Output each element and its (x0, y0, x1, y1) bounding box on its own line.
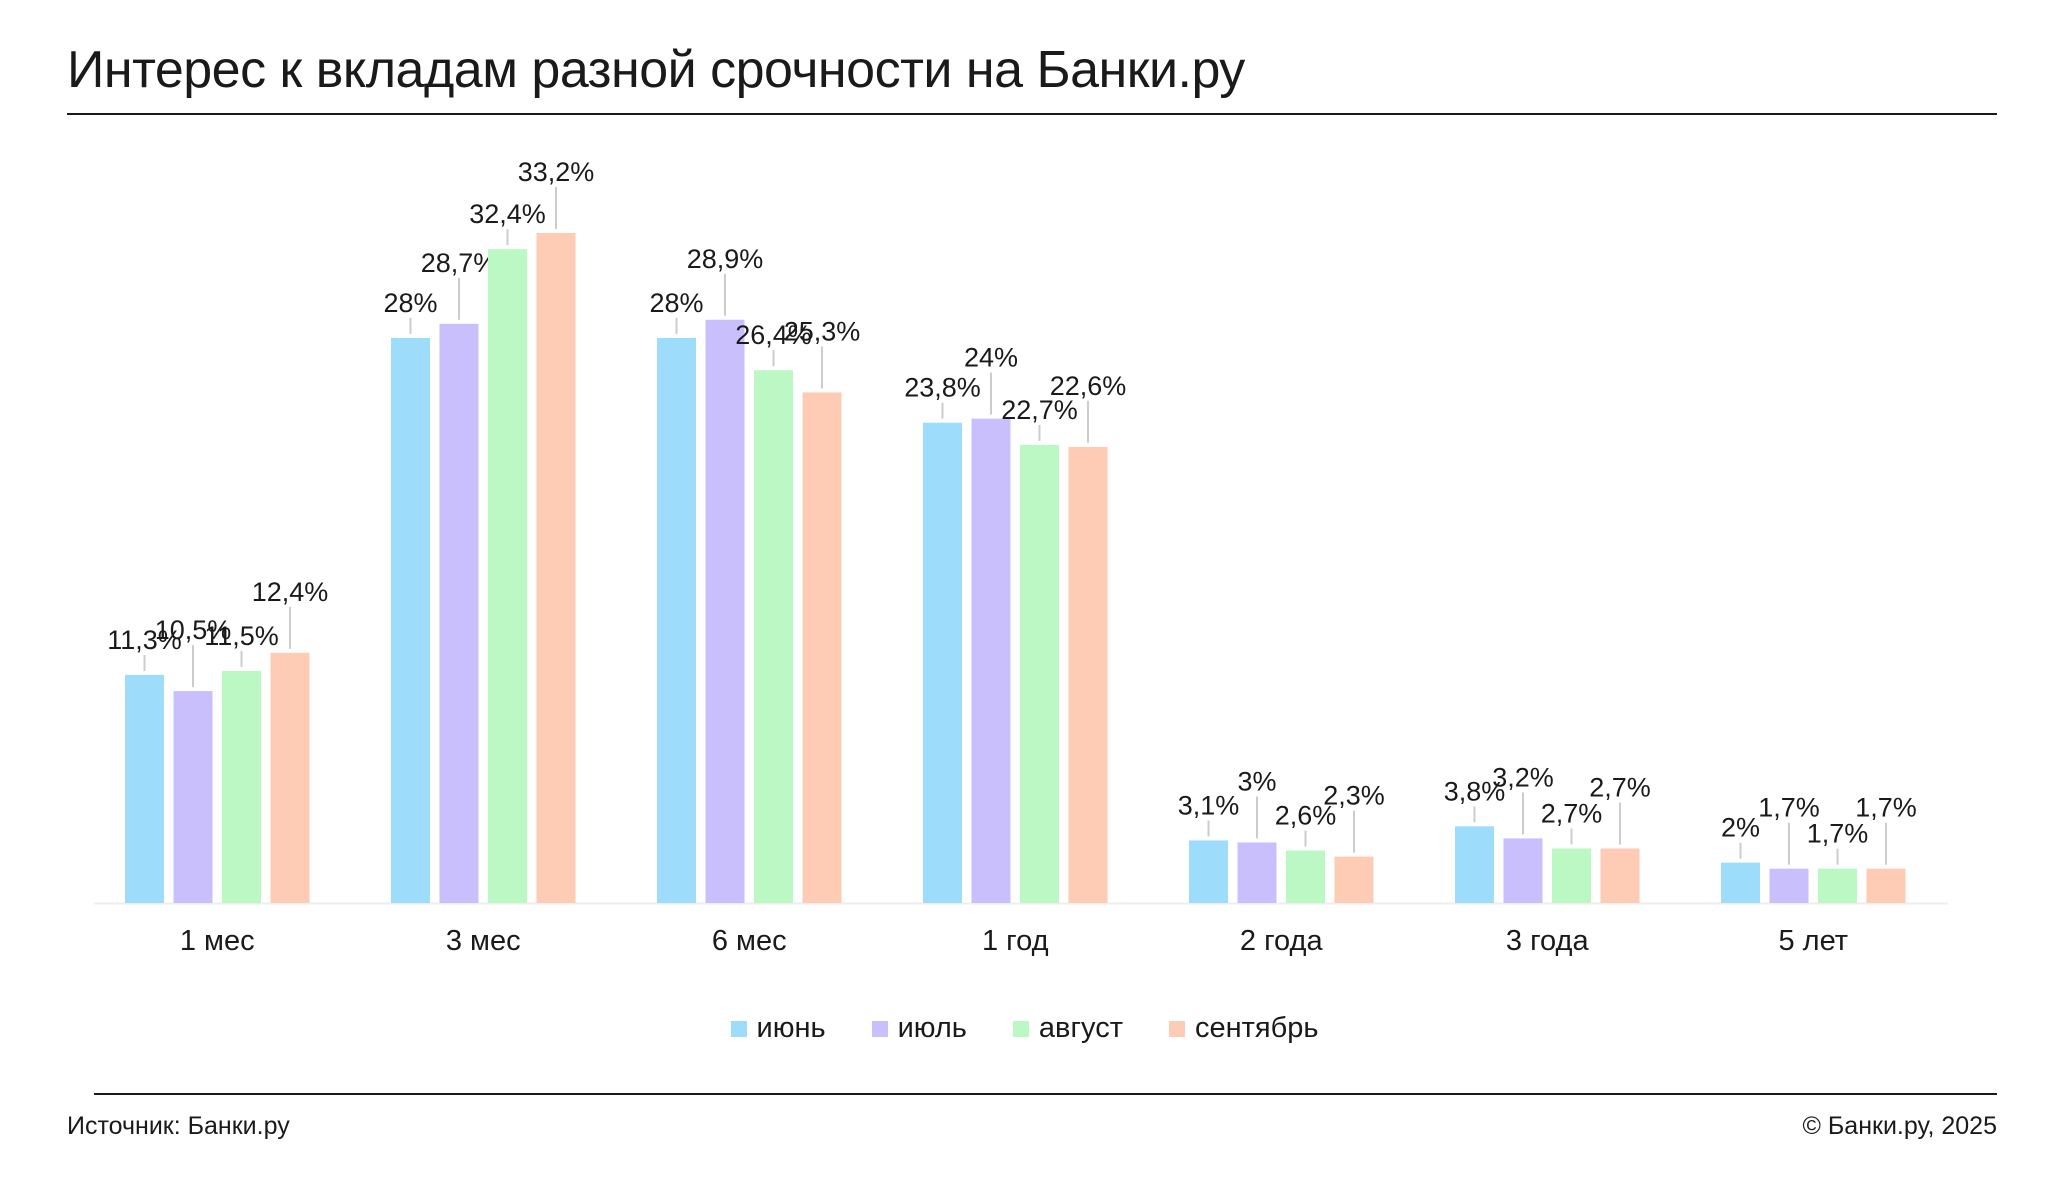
bar (1455, 826, 1494, 903)
data-label: 28,9% (687, 244, 764, 274)
legend-item: июнь (730, 1012, 826, 1045)
bar-chart: 11,3%10,5%11,5% 12,4% 1 мес 28% 28,7% 32,4% 33… (94, 157, 1948, 957)
bar (1769, 868, 1809, 903)
bar (705, 319, 745, 903)
bar (754, 370, 793, 904)
data-label: 10,5% (155, 615, 232, 645)
page-title: Интерес к вкладам разной срочности на Ба… (67, 41, 1245, 99)
legend-item: август (1012, 1012, 1123, 1045)
bar (439, 323, 479, 904)
bar (1068, 446, 1108, 903)
legend-item: сентябрь (1169, 1012, 1318, 1045)
data-label: 28% (383, 288, 437, 318)
bar (536, 233, 576, 903)
data-label: 22,6% (1050, 371, 1127, 401)
data-label: 28,7% (421, 248, 498, 278)
category-label: 2 года (1240, 925, 1324, 957)
data-label: 1,7% (1758, 793, 1820, 823)
bar (971, 418, 1011, 903)
bar (1237, 842, 1277, 903)
bar (488, 249, 527, 903)
legend-label: июль (897, 1012, 967, 1044)
data-label: 2,7% (1589, 773, 1651, 803)
copyright-note: © Банки.ру, 2025 (1802, 1112, 1997, 1140)
category-label: 6 мес (712, 925, 787, 957)
bar (391, 337, 430, 903)
data-label: 23,8% (904, 373, 981, 403)
legend-swatch (871, 1020, 888, 1037)
legend-item: июль (871, 1012, 967, 1045)
data-label: 24% (964, 343, 1018, 373)
category-label: 1 год (982, 925, 1049, 957)
bar (1189, 840, 1228, 903)
source-note: Источник: Банки.ру (67, 1112, 290, 1140)
bar (1866, 868, 1906, 903)
data-label: 1,7% (1807, 819, 1869, 849)
legend-swatch (1169, 1020, 1185, 1037)
data-label: 33,2% (518, 157, 595, 187)
category-label: 1 мес (180, 925, 255, 957)
data-label: 22,7% (1001, 395, 1078, 425)
data-label: 3,8% (1444, 776, 1506, 806)
bar (173, 691, 213, 903)
legend-label: сентябрь (1195, 1012, 1319, 1044)
bar (802, 392, 842, 903)
bar (270, 652, 310, 903)
data-label: 26,4% (735, 320, 812, 350)
legend-label: июнь (756, 1012, 826, 1044)
data-label: 28% (649, 288, 703, 318)
data-label: 3,2% (1492, 762, 1554, 792)
category-label: 3 года (1506, 925, 1590, 957)
bar (1721, 862, 1760, 903)
bar (125, 674, 164, 903)
data-label: 12,4% (252, 577, 329, 607)
data-label: 11,5% (204, 621, 279, 651)
bar (1552, 848, 1591, 903)
legend-label: август (1038, 1012, 1123, 1044)
data-label: 11,3% (107, 625, 182, 655)
bar (657, 337, 696, 903)
footer-divider (94, 1093, 1997, 1095)
bar (1020, 444, 1059, 903)
data-label: 2,7% (1541, 799, 1603, 829)
data-label: 25,3% (784, 316, 861, 346)
data-label: 2,3% (1323, 781, 1385, 811)
bar (1818, 868, 1857, 903)
category-label: 3 мес (446, 925, 521, 957)
data-label: 32,4% (469, 199, 546, 229)
legend-swatch (730, 1020, 747, 1037)
category-label: 5 лет (1778, 925, 1848, 957)
bar (1503, 838, 1543, 903)
data-label: 1,7% (1855, 793, 1917, 823)
data-label: 2% (1721, 813, 1760, 843)
bar (1334, 856, 1374, 903)
data-label: 3,1% (1178, 790, 1240, 820)
bar (923, 422, 962, 903)
bar (222, 670, 261, 903)
data-label: 3% (1237, 766, 1276, 796)
legend-swatch (1012, 1020, 1029, 1037)
chart-legend: июнь июль август сентябрь (0, 1012, 2049, 1045)
title-divider (67, 113, 1997, 115)
bar (1286, 850, 1325, 903)
data-label: 2,6% (1275, 801, 1337, 831)
bar (1600, 848, 1640, 903)
